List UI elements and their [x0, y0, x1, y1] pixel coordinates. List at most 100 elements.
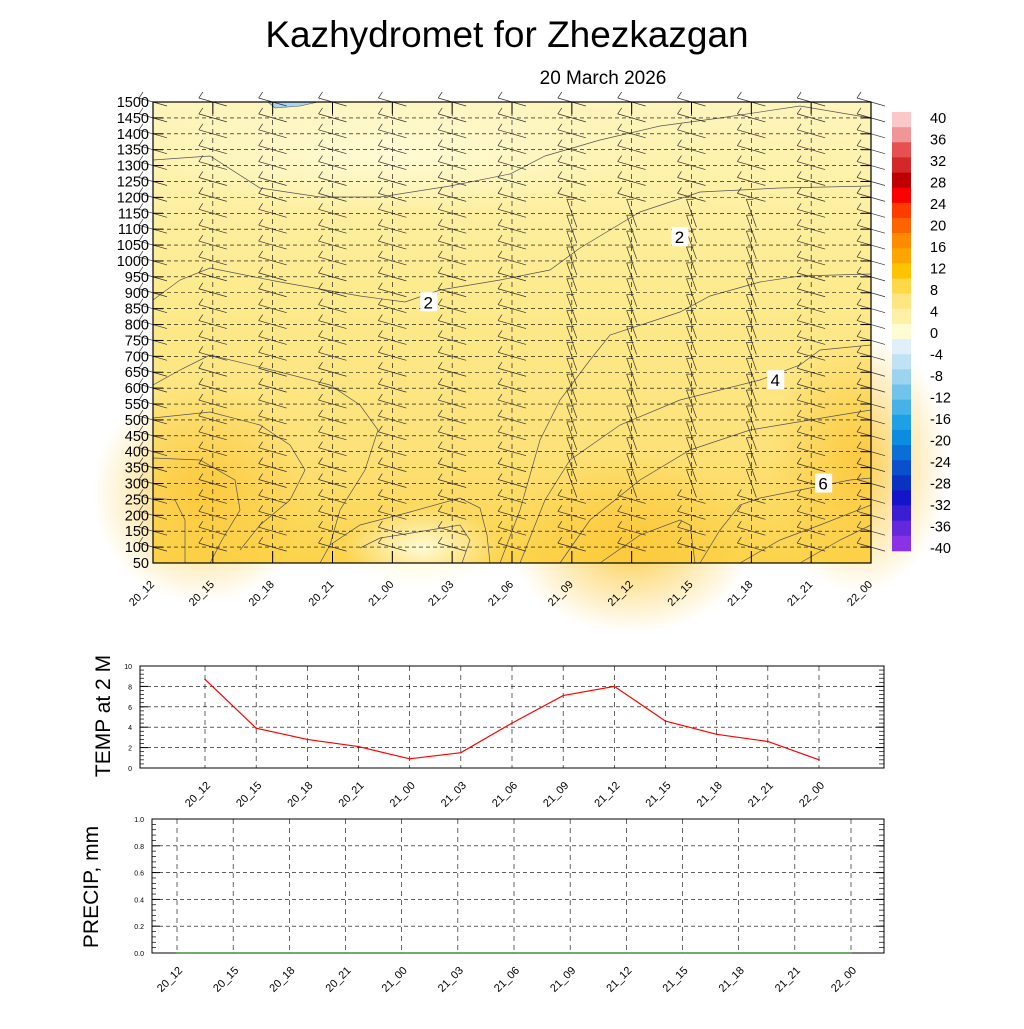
wind-barb-flag: [198, 218, 204, 226]
wind-barb: [318, 399, 347, 409]
wind-barb: [746, 230, 757, 260]
colorbar-label: 20: [930, 219, 946, 235]
wind-barb-flag: [258, 282, 263, 289]
wind-barb-flag: [796, 91, 802, 99]
wind-barb-flag: [617, 91, 622, 99]
wind-barb: [737, 526, 766, 536]
wind-barb: [746, 437, 757, 466]
wind-barb-flag: [318, 218, 323, 226]
wind-barb: [378, 510, 407, 520]
wind-barb: [797, 542, 826, 552]
wind-barb-flag: [198, 107, 204, 115]
x-tick-label: 22_00: [829, 965, 859, 995]
colorbar-label: -40: [930, 541, 951, 557]
wind-barb-flag: [617, 505, 622, 512]
panel-frame: [151, 818, 885, 954]
precip-point: [232, 952, 234, 954]
wind-barb: [797, 256, 826, 266]
wind-barb: [318, 463, 347, 472]
wind-barb: [378, 177, 407, 186]
wind-barb: [626, 389, 637, 419]
wind-barb-flag: [856, 203, 862, 210]
wind-barb-flag: [497, 282, 503, 289]
wind-barb: [686, 262, 697, 291]
wind-barb: [497, 431, 527, 441]
wind-barb-flag: [198, 330, 204, 337]
wind-barb: [686, 421, 697, 450]
wind-barb-flag: [318, 298, 323, 305]
wind-barb: [797, 304, 826, 313]
colorbar-label: -36: [930, 520, 951, 536]
y-tick-label: 8: [128, 684, 132, 691]
wind-barb: [626, 374, 637, 403]
wind-barb: [378, 399, 407, 409]
wind-barb: [258, 304, 287, 313]
wind-barb: [318, 240, 347, 250]
wind-barb-flag: [378, 298, 383, 305]
wind-barb-flag: [796, 441, 802, 448]
wind-barb: [566, 437, 578, 466]
wind-barb-flag: [856, 171, 862, 178]
y-tick-label: 600: [125, 381, 149, 397]
wind-barb: [438, 256, 467, 266]
wind-barb-flag: [796, 171, 802, 178]
wind-barb: [746, 199, 757, 228]
wind-barb: [626, 246, 637, 276]
wind-barb-flag: [557, 139, 563, 146]
wind-barb: [497, 224, 527, 234]
wind-barb-flag: [437, 123, 443, 130]
wind-barb-flag: [138, 330, 144, 337]
colorbar-label: -32: [930, 498, 951, 514]
wind-barb: [438, 145, 467, 155]
wind-barb-flag: [497, 377, 503, 385]
wind-barb-flag: [258, 187, 263, 194]
wind-barb-flag: [258, 489, 263, 496]
precip-point: [401, 952, 403, 954]
wind-barb-flag: [258, 298, 263, 305]
wind-barb-flag: [557, 91, 563, 99]
wind-barb-flag: [856, 505, 862, 512]
y-tick-label: 1200: [117, 190, 149, 206]
wind-barb: [438, 495, 467, 504]
colorbar-swatch: [892, 414, 911, 431]
wind-barb: [686, 374, 697, 403]
colorbar-swatch: [892, 475, 911, 491]
wind-barb: [198, 224, 227, 234]
colorbar-swatch: [892, 490, 911, 506]
colorbar-swatch: [892, 233, 911, 249]
wind-barb-flag: [677, 536, 682, 544]
wind-barb: [617, 161, 646, 170]
wind-barb-flag: [677, 91, 682, 99]
wind-barb-flag: [856, 425, 862, 433]
y-tick-label: 1000: [117, 254, 149, 270]
wind-barb: [318, 479, 347, 488]
wind-barb: [378, 193, 407, 202]
wind-barb: [686, 469, 697, 498]
wind-barb: [617, 495, 646, 504]
wind-barb-flag: [318, 425, 323, 433]
wind-barb: [318, 526, 347, 536]
wind-barb-flag: [856, 346, 862, 353]
wind-barb-flag: [378, 346, 383, 353]
wind-barb-flag: [258, 155, 263, 162]
wind-barb-flag: [378, 489, 383, 496]
wind-barb: [557, 161, 586, 170]
wind-barb: [617, 542, 646, 552]
wind-barb: [497, 495, 527, 504]
y-tick-label: 1050: [117, 238, 149, 254]
wind-barb-flag: [497, 123, 503, 130]
wind-barb-flag: [378, 155, 383, 162]
x-tick-label: 20_21: [307, 579, 337, 609]
wind-barb-flag: [796, 187, 802, 194]
colorbar-label: 28: [930, 176, 946, 192]
wind-barb: [746, 326, 757, 355]
wind-barb-flag: [856, 107, 862, 115]
wind-barb: [378, 129, 407, 139]
wind-barb-flag: [796, 521, 802, 528]
wind-barb: [318, 208, 347, 218]
wind-barb: [566, 389, 578, 419]
wind-barb: [617, 177, 646, 186]
temp-point: [408, 758, 411, 760]
wind-barb: [497, 193, 527, 202]
wind-barb-flag: [198, 346, 204, 353]
